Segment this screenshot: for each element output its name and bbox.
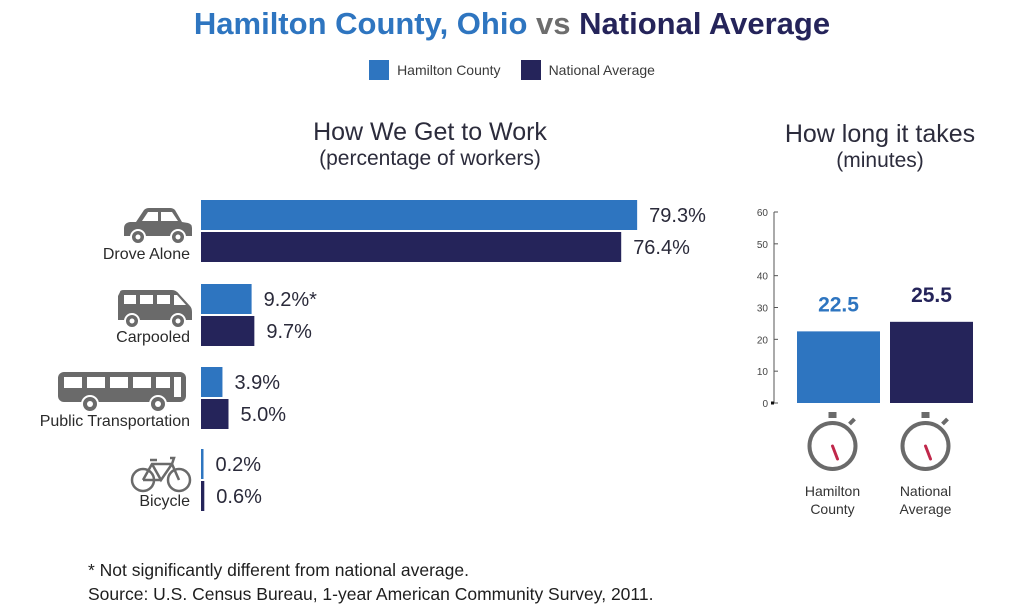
legend-label-hamilton: Hamilton County <box>397 62 501 78</box>
category-label-carpooled: Carpooled <box>116 329 190 346</box>
footnote-significance: * Not significantly different from natio… <box>88 560 469 580</box>
car-icon <box>124 208 192 245</box>
y-tick-label-20: 20 <box>757 335 769 346</box>
time-bar-chart: 0 10 20 30 40 50 60 22.5 Hamilton County 25.5 Natio… <box>757 208 973 517</box>
y-tick-label-50: 50 <box>757 240 769 251</box>
category-label-drove-alone: Drove Alone <box>102 246 190 263</box>
bicycle-icon <box>130 456 192 493</box>
legend: Hamilton County National Average <box>0 60 1024 80</box>
bar-carpooled-hamilton-county <box>201 284 252 314</box>
bar-time-national-average <box>890 321 973 403</box>
legend-swatch-hamilton <box>369 60 390 80</box>
data-label-carpooled-national-average: 9.7% <box>266 321 312 343</box>
y-tick-label-10: 10 <box>757 367 769 378</box>
y-tick-label-60: 60 <box>757 208 769 219</box>
title-vs: vs <box>536 6 571 41</box>
bar-drove-alone-hamilton-county <box>201 200 638 230</box>
y-tick-label-40: 40 <box>757 272 769 283</box>
category-label-time-national-average: National Average <box>900 483 952 517</box>
bar-time-hamilton-county <box>797 331 880 403</box>
title-hamilton: Hamilton County, Ohio <box>193 6 528 41</box>
legend-label-national: National Average <box>548 62 655 78</box>
y-tick-label-30: 30 <box>757 304 769 315</box>
bar-bicycle-national-average <box>201 481 205 511</box>
title-national: National Average <box>579 6 831 41</box>
time-chart-title: How long it takes (minutes) <box>740 120 1020 173</box>
legend-item-hamilton: Hamilton County <box>369 60 501 80</box>
legend-item-national: National Average <box>520 60 655 80</box>
commute-title: How We Get to Work <box>313 118 547 146</box>
data-label-bicycle-hamilton-county: 0.2% <box>216 454 262 476</box>
bar-public-transportation-national-average <box>201 399 229 429</box>
stopwatch-icon <box>900 412 951 471</box>
footnote-source: Source: U.S. Census Bureau, 1-year Ameri… <box>88 584 654 604</box>
stopwatch-icon <box>807 412 858 471</box>
time-subtitle: (minutes) <box>836 148 924 172</box>
commute-chart-title: How We Get to Work (percentage of worker… <box>260 118 600 171</box>
legend-swatch-national <box>520 60 541 80</box>
data-label-public-transportation-hamilton-county: 3.9% <box>234 372 280 394</box>
data-label-time-hamilton-county: 22.5 <box>818 293 859 316</box>
commute-subtitle: (percentage of workers) <box>319 146 541 170</box>
y-tick-label-0: 0 <box>762 399 768 410</box>
time-title: How long it takes <box>784 120 976 148</box>
data-label-bicycle-national-average: 0.6% <box>216 486 262 508</box>
commute-bar-chart: 79.3% 76.4% 9.2%* 9.7% 3.9% 5.0% 0.2% 0.6% <box>201 200 706 511</box>
bar-drove-alone-national-average <box>201 232 622 262</box>
category-label-time-hamilton-county: Hamilton County <box>805 483 860 517</box>
bar-bicycle-hamilton-county <box>201 449 204 479</box>
data-label-drove-alone-national-average: 76.4% <box>633 237 690 259</box>
data-label-carpooled-hamilton-county: 9.2%* <box>264 289 318 311</box>
van-icon <box>118 290 192 329</box>
bar-carpooled-national-average <box>201 316 255 346</box>
bar-public-transportation-hamilton-county <box>201 367 223 397</box>
bus-icon <box>58 372 186 413</box>
category-label-public-transportation: Public Transportation <box>39 413 190 430</box>
page-title: Hamilton County, Ohio vs National Averag… <box>0 6 1024 42</box>
data-label-public-transportation-national-average: 5.0% <box>241 404 287 426</box>
data-label-time-national-average: 25.5 <box>911 284 952 307</box>
category-label-bicycle: Bicycle <box>139 493 190 510</box>
data-label-drove-alone-hamilton-county: 79.3% <box>649 205 706 227</box>
